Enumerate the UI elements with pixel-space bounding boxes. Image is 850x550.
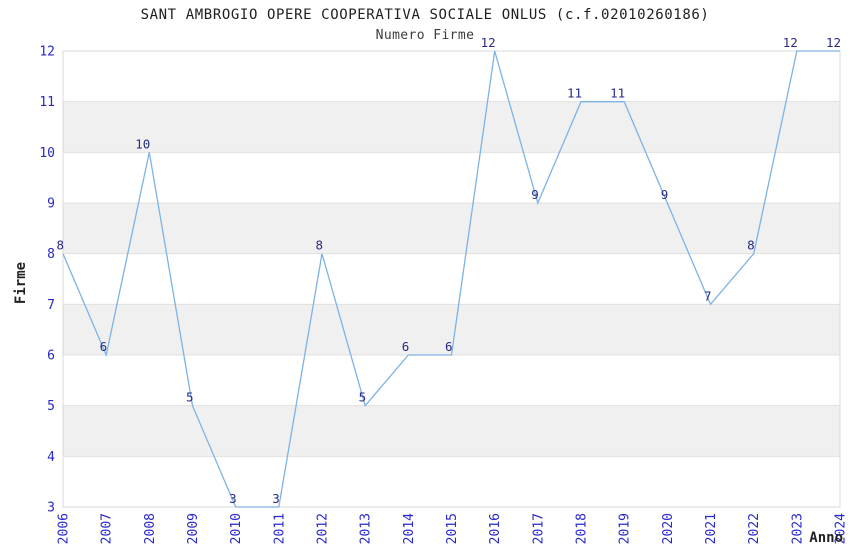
x-tick-label: 2007	[100, 513, 115, 544]
series-line	[62, 50, 840, 508]
y-tick-label: 8	[47, 247, 55, 262]
x-tick-label: 2024	[834, 513, 849, 544]
data-point-label: 6	[402, 339, 410, 354]
plot-border	[62, 50, 841, 508]
chart-subtitle: Numero Firme	[375, 28, 475, 43]
data-point-label: 3	[229, 491, 237, 506]
data-point-label: 11	[567, 86, 582, 101]
data-point-label: 8	[315, 238, 323, 253]
y-tick-label: 3	[47, 501, 55, 516]
x-tick-label: 2006	[57, 513, 72, 544]
plot-band	[63, 152, 840, 203]
data-point-label: 11	[610, 86, 625, 101]
x-tick-label: 2014	[402, 513, 417, 544]
x-tick-label: 2013	[359, 513, 374, 544]
data-point-label: 3	[272, 491, 280, 506]
x-tick-label: 2015	[445, 513, 460, 544]
plot-band	[63, 101, 840, 153]
plot-band	[63, 355, 840, 406]
plot-band	[63, 405, 840, 457]
x-tick-label: 2008	[143, 513, 158, 544]
x-axis-tick-labels: 2006 2007 2008 2009 2010 2011 2012 2013 2014 2015…	[57, 513, 849, 544]
y-tick-label: 5	[47, 399, 55, 414]
data-point-label: 10	[135, 136, 150, 151]
data-point-label: 8	[747, 238, 755, 253]
y-tick-label: 10	[39, 146, 55, 161]
data-point-label: 12	[481, 35, 496, 50]
data-point-label: 5	[359, 390, 367, 405]
x-axis-title: Anno	[809, 530, 843, 546]
plot-band	[63, 51, 840, 102]
data-point-label: 7	[704, 288, 712, 303]
series-group	[62, 50, 840, 508]
y-tick-label: 11	[39, 95, 55, 110]
y-tick-label: 4	[47, 450, 55, 465]
data-point-label: 5	[186, 390, 194, 405]
data-point-label: 9	[661, 187, 669, 202]
y-axis-tick-labels: 3 4 5 6 7 8 9 10 11 12	[39, 45, 55, 516]
y-tick-label: 12	[39, 45, 55, 60]
plot-band	[63, 253, 840, 305]
data-point-label: 9	[531, 187, 539, 202]
y-tick-label: 7	[47, 298, 55, 313]
data-point-label: 12	[783, 35, 798, 50]
data-point-label: 6	[100, 339, 108, 354]
y-tick-label: 9	[47, 197, 55, 212]
x-tick-label: 2012	[316, 513, 331, 544]
x-tick-label: 2021	[704, 513, 719, 544]
x-tick-label: 2016	[488, 513, 503, 544]
x-tick-label: 2020	[661, 513, 676, 544]
x-tick-label: 2023	[790, 513, 805, 544]
x-tick-label: 2009	[186, 513, 201, 544]
x-tick-label: 2018	[575, 513, 590, 544]
x-tick-label: 2017	[531, 513, 546, 544]
data-point-label: 12	[826, 35, 841, 50]
plot-bands	[63, 51, 840, 507]
data-point-label: 8	[56, 238, 64, 253]
plot-band	[63, 203, 840, 254]
plot-band	[63, 456, 840, 507]
x-tick-label: 2019	[618, 513, 633, 544]
data-point-label: 6	[445, 339, 453, 354]
y-tick-label: 6	[47, 349, 55, 364]
x-tick-label: 2010	[229, 513, 244, 544]
x-tick-label: 2022	[747, 513, 762, 544]
x-tick-label: 2011	[272, 513, 287, 544]
y-axis-title: Firme	[13, 262, 29, 304]
plot-band	[63, 304, 840, 355]
data-point-labels: 8 6 10 5 3 3 8 5 6 6 12 9 11 11 9 7 8 12 12	[56, 35, 841, 506]
chart-title: SANT AMBROGIO OPERE COOPERATIVA SOCIALE …	[140, 7, 710, 23]
